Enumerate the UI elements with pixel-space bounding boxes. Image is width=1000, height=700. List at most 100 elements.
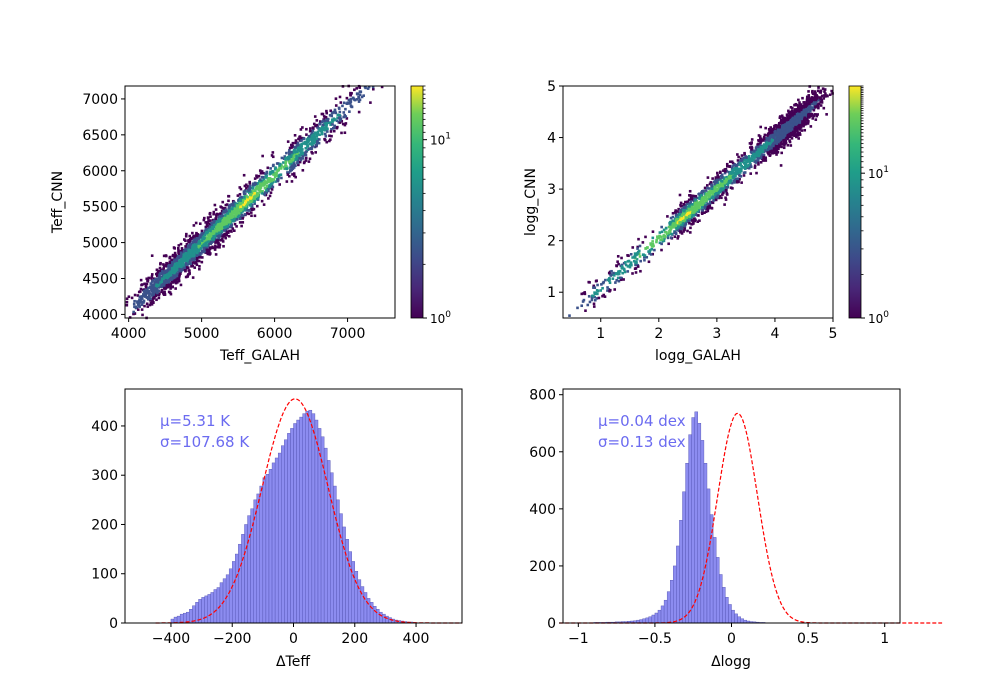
density-point	[209, 229, 212, 233]
density-point	[258, 182, 262, 186]
density-point	[229, 224, 233, 227]
density-point	[731, 161, 735, 165]
density-point	[245, 209, 249, 212]
density-point	[355, 87, 359, 90]
density-point	[169, 264, 172, 268]
density-point	[259, 179, 263, 183]
density-point	[213, 246, 217, 250]
density-point	[670, 232, 673, 236]
density-point	[189, 237, 193, 241]
density-point	[692, 219, 695, 222]
density-point	[191, 244, 195, 247]
density-point	[636, 263, 640, 267]
density-point	[140, 308, 144, 311]
density-point	[286, 140, 290, 143]
density-point	[708, 194, 711, 197]
density-point	[138, 301, 141, 305]
density-point	[776, 126, 780, 129]
density-point	[340, 131, 343, 135]
density-point	[612, 271, 615, 275]
density-point	[666, 236, 670, 240]
density-point	[719, 177, 722, 181]
density-point	[671, 215, 675, 219]
density-point	[191, 247, 194, 250]
density-point	[734, 165, 737, 169]
density-point	[195, 257, 199, 260]
density-point	[195, 236, 199, 239]
density-point	[241, 207, 245, 211]
density-point	[580, 304, 584, 308]
density-point	[707, 206, 710, 209]
density-point	[180, 265, 183, 268]
density-point	[340, 120, 344, 123]
density-point	[773, 124, 776, 128]
teff-scatter-frame	[124, 85, 396, 319]
density-point	[233, 217, 236, 221]
density-point	[228, 209, 231, 212]
density-point	[212, 220, 216, 224]
density-point	[190, 264, 193, 268]
density-point	[786, 118, 789, 121]
density-point	[228, 212, 231, 216]
density-point	[679, 208, 683, 212]
density-point	[209, 238, 213, 242]
density-point	[806, 99, 810, 102]
density-point	[341, 122, 345, 126]
density-point	[329, 109, 333, 113]
density-point	[739, 169, 743, 173]
density-point	[190, 262, 194, 266]
density-point	[299, 128, 303, 131]
density-point	[206, 252, 210, 256]
density-point	[337, 106, 341, 110]
density-point	[150, 280, 154, 283]
density-point	[299, 137, 303, 141]
density-point	[588, 300, 592, 304]
density-point	[656, 235, 659, 238]
density-point	[219, 222, 222, 226]
density-point	[226, 212, 230, 215]
density-point	[324, 115, 328, 119]
density-point	[301, 142, 305, 145]
density-point	[297, 143, 301, 147]
density-point	[608, 278, 611, 281]
density-point	[285, 151, 288, 155]
density-point	[183, 264, 187, 267]
density-point	[226, 226, 229, 230]
density-point	[191, 264, 195, 268]
density-point	[614, 272, 618, 275]
density-point	[687, 198, 691, 202]
density-point	[758, 150, 762, 154]
density-point	[305, 127, 308, 131]
density-point	[298, 160, 302, 164]
density-point	[235, 218, 239, 221]
density-point	[202, 218, 206, 222]
density-point	[237, 198, 240, 202]
density-point	[253, 192, 256, 195]
density-point	[188, 250, 192, 253]
density-point	[287, 171, 291, 174]
density-point	[617, 272, 621, 276]
density-point	[212, 231, 215, 234]
density-point	[229, 216, 233, 219]
density-point	[740, 164, 744, 168]
density-point	[816, 113, 819, 116]
density-point	[223, 207, 227, 210]
density-point	[689, 226, 692, 230]
density-point	[275, 171, 278, 175]
density-point	[334, 111, 338, 115]
density-point	[698, 219, 701, 222]
density-point	[292, 163, 296, 167]
teff-scatter-ticks: 4000 5000 6000 7000400045005000550060006500…	[82, 92, 365, 342]
density-point	[732, 176, 736, 180]
density-point	[754, 150, 758, 154]
density-point	[825, 94, 829, 97]
density-point	[276, 169, 279, 173]
density-point	[782, 125, 786, 129]
density-point	[607, 287, 611, 291]
density-point	[763, 133, 767, 137]
density-point	[756, 159, 760, 162]
density-point	[750, 159, 754, 163]
density-point	[215, 227, 219, 231]
density-point	[173, 251, 177, 255]
density-point	[690, 219, 694, 222]
